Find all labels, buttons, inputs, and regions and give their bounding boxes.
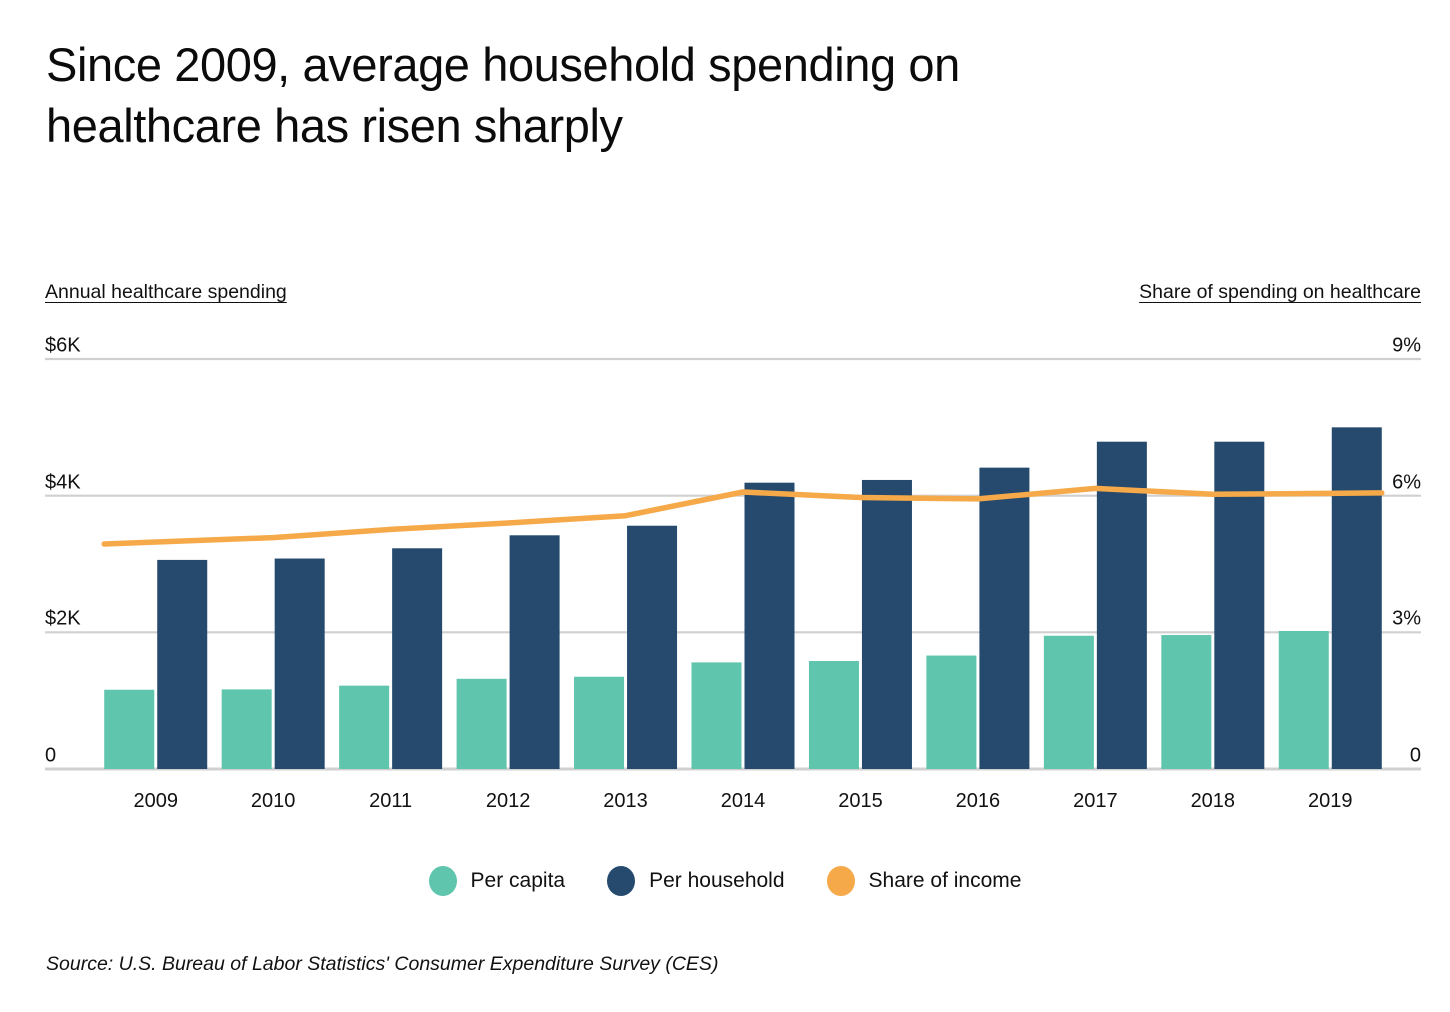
legend-swatch-icon [826, 866, 855, 896]
bar [691, 662, 742, 769]
x-axis-tick-label: 2015 [838, 790, 883, 812]
x-axis-tick-label: 2016 [955, 790, 1001, 812]
x-axis-tick-label: 2017 [1073, 790, 1118, 812]
share-of-income-line [101, 485, 1385, 547]
bar [456, 678, 507, 769]
bar [1214, 441, 1265, 769]
bar [1331, 427, 1382, 769]
bar [574, 676, 625, 769]
bar [1161, 635, 1212, 769]
line-series [101, 485, 1385, 547]
legend-label: Per household [649, 869, 785, 892]
x-axis-tick-label: 2012 [485, 790, 531, 812]
x-axis-tick-label: 2011 [369, 790, 413, 812]
chart-legend: Per capita Per household Share of income [0, 866, 1450, 896]
bar [861, 479, 912, 769]
bar [808, 661, 859, 769]
bar [509, 535, 560, 769]
bar [1096, 441, 1147, 769]
legend-label: Per capita [470, 869, 566, 892]
bar [157, 559, 208, 769]
right-axis-tick-label: 6% [1392, 471, 1421, 494]
left-axis-tick-label: $4K [45, 471, 81, 494]
bar [392, 548, 443, 769]
bar [979, 467, 1030, 769]
page-title: Since 2009, average household spending o… [46, 38, 960, 153]
legend-item[interactable]: Per household [607, 866, 785, 896]
right-axis-tick-label: 3% [1392, 607, 1421, 630]
x-axis-labels: 2009 2010 2011 2012 2013 2014 2015 2016 2017 2018… [97, 790, 1389, 820]
bar [221, 689, 272, 769]
legend-swatch-icon [428, 866, 457, 896]
bar [274, 558, 325, 769]
bar [627, 525, 678, 769]
bar [1043, 635, 1094, 769]
right-axis-tick-label: 9% [1392, 334, 1421, 357]
legend-label: Share of income [868, 869, 1022, 892]
bar [926, 655, 977, 769]
x-axis-tick-label: 2014 [720, 790, 766, 812]
bar [1278, 630, 1329, 769]
legend-item[interactable]: Per capita [428, 866, 566, 896]
left-axis-tick-label: $2K [45, 607, 81, 630]
bar-series [104, 427, 1382, 769]
bar [104, 689, 155, 769]
bar [744, 482, 795, 769]
right-axis-tick-label: 0 [1409, 744, 1421, 767]
bar [339, 685, 390, 769]
x-axis-tick-label: 2009 [133, 790, 178, 812]
source-note: Source: U.S. Bureau of Labor Statistics'… [46, 953, 719, 975]
left-axis-tick-label: $6K [45, 334, 81, 357]
left-axis-tick-label: 0 [45, 744, 57, 767]
gridlines [45, 357, 1421, 771]
legend-item[interactable]: Share of income [826, 866, 1022, 896]
right-axis-caption: Share of spending on healthcare [1139, 281, 1421, 303]
x-axis-tick-label: 2010 [250, 790, 296, 812]
x-axis-tick-label: 2018 [1190, 790, 1236, 812]
legend-swatch-icon [607, 866, 636, 896]
x-axis-tick-label: 2013 [603, 790, 648, 812]
left-axis-caption: Annual healthcare spending [45, 281, 287, 303]
x-axis-tick-label: 2019 [1308, 790, 1353, 812]
